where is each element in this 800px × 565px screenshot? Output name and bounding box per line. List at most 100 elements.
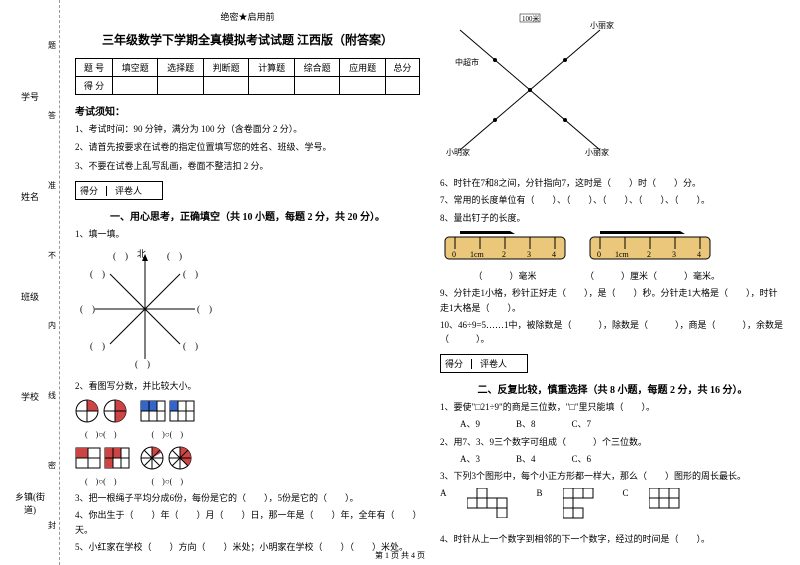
svg-text:100米: 100米 <box>522 14 540 23</box>
th: 综合题 <box>294 59 339 77</box>
td: 得 分 <box>76 77 113 95</box>
svg-text:( ): ( ) <box>90 269 105 279</box>
grader-score: 得分 <box>80 186 107 196</box>
grid-icon <box>140 397 195 425</box>
opt-b: B <box>537 488 543 498</box>
notice: 2、请首先按要求在试卷的指定位置填写您的姓名、班级、学号。 <box>75 140 420 154</box>
tetris-a-icon <box>467 488 517 518</box>
ruler1-answer: （ ）毫米 <box>440 269 570 282</box>
grader-score: 得分 <box>445 359 472 369</box>
svg-text:2: 2 <box>647 250 651 259</box>
svg-text:1cm: 1cm <box>615 250 630 259</box>
dash-label: 准 <box>48 180 56 191</box>
svg-text:( ): ( ) <box>135 359 150 369</box>
q4: 4、你出生于（ ）年（ ）月（ ）日，那一年是（ ）年，全年有（ ）天。 <box>75 508 420 537</box>
opt-a: A <box>440 488 447 498</box>
svg-text:小丽家: 小丽家 <box>590 20 614 30</box>
svg-text:( ): ( ) <box>90 341 105 351</box>
th: 题 号 <box>76 59 113 77</box>
tetris-b-icon <box>563 488 603 528</box>
svg-text:( ): ( ) <box>183 269 198 279</box>
right-column: 中超市小丽家 小明家小丽家 100米 6、时针在7和8之间，分针指向7，这时是（… <box>440 10 785 555</box>
q9: 9、分针走1小格，秒针正好走（ ），是（ ）秒。分针走1大格是（ ），时针走1大… <box>440 286 785 315</box>
svg-text:小明家: 小明家 <box>446 147 470 157</box>
dash-label: 密 <box>48 460 56 471</box>
tetris-row: A B C <box>440 488 785 528</box>
fraction-shapes-row1 <box>75 397 420 425</box>
grader-box2: 得分评卷人 <box>440 354 528 373</box>
dash-label: 题 <box>48 40 56 51</box>
s2q4: 4、时针从上一个数字到相邻的下一个数字，经过的时间是（ ）。 <box>440 532 785 546</box>
section1-head: 一、用心思考，正确填空（共 10 小题，每题 2 分，共 20 分）。 <box>75 208 420 223</box>
ruler2-icon: 0 1cm 2 3 4 <box>585 229 715 264</box>
svg-text:3: 3 <box>527 250 531 259</box>
fraction-shapes-row2 <box>75 444 420 472</box>
svg-text:( ): ( ) <box>80 304 95 314</box>
notice-title: 考试须知： <box>75 103 420 118</box>
ruler-row: 0 1cm 2 3 4 （ ）毫米 0 1cm 2 3 4 （ ）厘米（ ）毫米。 <box>440 229 785 282</box>
margin-class: 班级 <box>10 290 50 303</box>
confidential-header: 绝密★启用前 <box>75 10 420 23</box>
dash-label: 内 <box>48 320 56 331</box>
s2q1: 1、要使"□21÷9"的商是三位数，"□"里只能填（ ）。 <box>440 400 785 414</box>
dash-label: 答 <box>48 110 56 121</box>
q2: 2、看图写分数，并比较大小。 <box>75 379 420 393</box>
compass-diagram: 北 ( )( ) ( )( ) ( )( ) ( )( ) ( ) <box>75 249 215 369</box>
notice: 1、考试时间：90 分钟，满分为 100 分（含卷面分 2 分）。 <box>75 122 420 136</box>
ruler2-answer: （ ）厘米（ ）毫米。 <box>585 269 720 282</box>
svg-text:中超市: 中超市 <box>455 57 479 67</box>
tetris-c-icon <box>649 488 689 518</box>
grader-box: 得分评卷人 <box>75 181 163 200</box>
dash-label: 线 <box>48 390 56 401</box>
q10: 10、46÷9=5……1中，被除数是（ ），除数是（ ），商是（ ），余数是（ … <box>440 318 785 347</box>
q1: 1、填一填。 <box>75 227 420 241</box>
th: 计算题 <box>249 59 294 77</box>
dash-label: 不 <box>48 250 56 261</box>
svg-text:4: 4 <box>552 250 556 259</box>
svg-text:0: 0 <box>597 250 601 259</box>
svg-text:1cm: 1cm <box>470 250 485 259</box>
page-footer: 第 1 页 共 4 页 <box>0 550 800 561</box>
s2q1-opts: A、9 B、8 C、7 <box>440 417 785 431</box>
ruler1-icon: 0 1cm 2 3 4 <box>440 229 570 264</box>
q6: 6、时针在7和8之间，分针指向7，这时是（ ）时（ ）分。 <box>440 176 785 190</box>
th: 应用题 <box>340 59 385 77</box>
th: 总分 <box>385 59 419 77</box>
svg-text:2: 2 <box>502 250 506 259</box>
svg-text:( ): ( ) <box>197 304 212 314</box>
grader-person: 评卷人 <box>480 359 515 369</box>
th: 判断题 <box>203 59 248 77</box>
margin-name: 姓名 <box>10 190 50 203</box>
q7: 7、常用的长度单位有（ ）、（ ）、（ ）、（ ）、（ ）。 <box>440 193 785 207</box>
margin-school: 学校 <box>10 390 50 403</box>
left-column: 绝密★启用前 三年级数学下学期全真模拟考试试题 江西版（附答案） 题 号 填空题… <box>75 10 420 555</box>
opt-c: C <box>623 488 629 498</box>
section2-head: 二、反复比较，慎重选择（共 8 小题，每题 2 分，共 16 分）。 <box>440 381 785 396</box>
svg-text:( ): ( ) <box>183 341 198 351</box>
q3: 3、把一根绳子平均分成6份，每份是它的（ ），5份是它的（ ）。 <box>75 491 420 505</box>
svg-text:4: 4 <box>697 250 701 259</box>
svg-text:( ): ( ) <box>167 251 182 261</box>
binding-margin: 乡镇(街道) 学校 班级 姓名 学号 题 答 准 不 内 线 密 封 <box>0 0 60 565</box>
score-table: 题 号 填空题 选择题 判断题 计算题 综合题 应用题 总分 得 分 <box>75 58 420 95</box>
grader-person: 评卷人 <box>115 186 150 196</box>
notice: 3、不要在试卷上乱写乱画，卷面不整洁扣 2 分。 <box>75 159 420 173</box>
s2q3: 3、下列3个图形中，每个小正方形都一样大，那么（ ）图形的周长最长。 <box>440 469 785 483</box>
exam-title: 三年级数学下学期全真模拟考试试题 江西版（附答案） <box>75 31 420 48</box>
s2q2: 2、用7、3、9三个数字可组成（ ）个三位数。 <box>440 435 785 449</box>
margin-id: 学号 <box>10 90 50 103</box>
dash-label: 封 <box>48 520 56 531</box>
s2q2-opts: A、3 B、4 C、6 <box>440 452 785 466</box>
margin-township: 乡镇(街道) <box>10 490 50 516</box>
th: 选择题 <box>158 59 203 77</box>
svg-text:小丽家: 小丽家 <box>585 147 609 157</box>
x-diagram: 中超市小丽家 小明家小丽家 100米 <box>440 10 620 170</box>
circles-icon <box>75 397 130 425</box>
th: 填空题 <box>112 59 157 77</box>
svg-text:北: 北 <box>137 249 146 259</box>
circles2-icon <box>140 444 195 472</box>
grid2-icon <box>75 444 130 472</box>
svg-text:( ): ( ) <box>113 251 128 261</box>
svg-text:3: 3 <box>672 250 676 259</box>
svg-text:0: 0 <box>452 250 456 259</box>
